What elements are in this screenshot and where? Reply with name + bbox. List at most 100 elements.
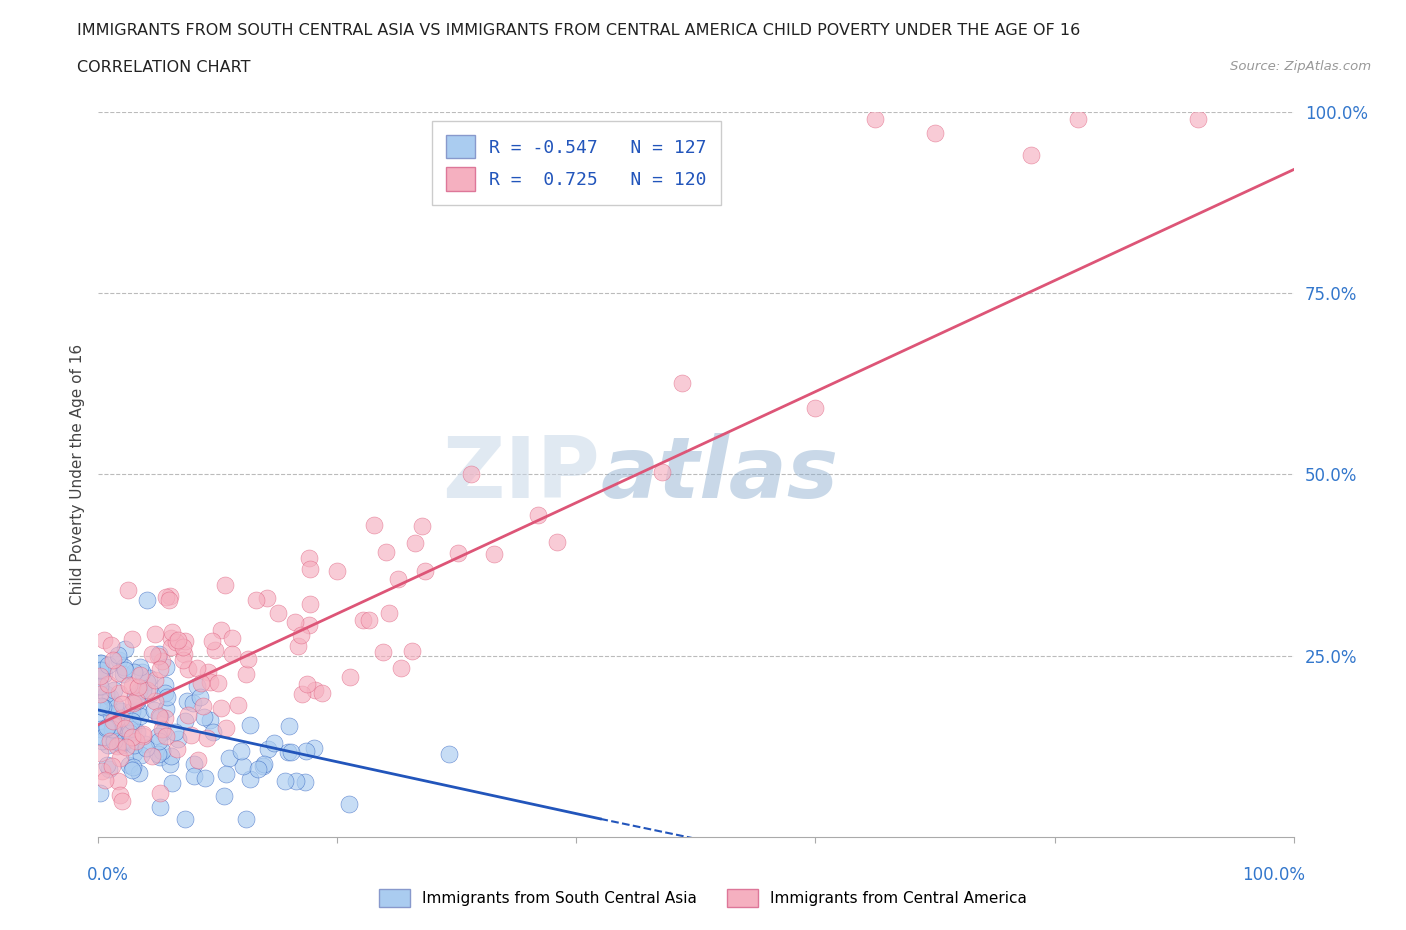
- Point: [387, 571, 409, 586]
- Point: [100, 638, 122, 653]
- Point: [98, 762, 121, 777]
- Point: [651, 464, 673, 479]
- Point: [304, 740, 326, 755]
- Point: [374, 545, 396, 560]
- Point: [159, 756, 181, 771]
- Point: [132, 683, 155, 698]
- Point: [90, 764, 112, 779]
- Point: [218, 751, 240, 765]
- Point: [89, 746, 111, 761]
- Point: [146, 729, 169, 744]
- Point: [121, 679, 143, 694]
- Point: [183, 757, 205, 772]
- Point: [1019, 147, 1042, 162]
- Point: [110, 697, 132, 711]
- Point: [122, 746, 145, 761]
- Text: 0.0%: 0.0%: [87, 866, 128, 884]
- Point: [166, 742, 188, 757]
- Point: [172, 639, 194, 654]
- Point: [103, 714, 125, 729]
- Point: [141, 647, 163, 662]
- Point: [401, 644, 423, 658]
- Point: [153, 677, 176, 692]
- Point: [437, 747, 460, 762]
- Point: [339, 670, 361, 684]
- Point: [197, 665, 219, 680]
- Point: [155, 701, 177, 716]
- Point: [177, 661, 200, 676]
- Point: [91, 729, 114, 744]
- Point: [114, 642, 136, 657]
- Point: [89, 669, 111, 684]
- Point: [176, 693, 198, 708]
- Point: [389, 660, 412, 675]
- Point: [125, 693, 148, 708]
- Point: [132, 728, 155, 743]
- Point: [132, 726, 155, 741]
- Point: [484, 546, 506, 561]
- Point: [352, 613, 374, 628]
- Point: [232, 758, 254, 773]
- Point: [134, 737, 156, 751]
- Point: [284, 774, 307, 789]
- Point: [103, 717, 125, 732]
- Point: [121, 729, 143, 744]
- Point: [89, 662, 111, 677]
- Point: [290, 628, 312, 643]
- Point: [97, 737, 120, 752]
- Point: [150, 722, 173, 737]
- Text: CORRELATION CHART: CORRELATION CHART: [77, 60, 250, 75]
- Point: [107, 774, 129, 789]
- Point: [1067, 112, 1090, 126]
- Point: [177, 708, 200, 723]
- Point: [191, 698, 214, 713]
- Point: [108, 751, 131, 765]
- Point: [118, 757, 141, 772]
- Point: [235, 666, 257, 681]
- Point: [215, 766, 238, 781]
- Point: [110, 726, 132, 741]
- Point: [183, 769, 205, 784]
- Point: [136, 683, 159, 698]
- Point: [128, 765, 150, 780]
- Point: [180, 727, 202, 742]
- Point: [103, 682, 125, 697]
- Point: [527, 508, 550, 523]
- Point: [150, 744, 173, 759]
- Point: [107, 653, 129, 668]
- Point: [198, 712, 221, 727]
- Point: [325, 563, 347, 578]
- Text: Source: ZipAtlas.com: Source: ZipAtlas.com: [1230, 60, 1371, 73]
- Point: [201, 724, 224, 739]
- Point: [129, 667, 152, 682]
- Point: [146, 747, 169, 762]
- Point: [299, 596, 322, 611]
- Y-axis label: Child Poverty Under the Age of 16: Child Poverty Under the Age of 16: [69, 344, 84, 604]
- Point: [94, 721, 117, 736]
- Point: [167, 731, 190, 746]
- Point: [153, 685, 176, 700]
- Point: [117, 582, 139, 597]
- Point: [148, 646, 170, 661]
- Point: [460, 467, 482, 482]
- Point: [89, 678, 111, 693]
- Point: [96, 687, 118, 702]
- Point: [129, 659, 152, 674]
- Point: [155, 659, 177, 674]
- Point: [546, 535, 568, 550]
- Point: [160, 776, 183, 790]
- Point: [160, 631, 183, 645]
- Point: [125, 694, 148, 709]
- Point: [112, 735, 135, 750]
- Point: [298, 618, 321, 632]
- Point: [121, 713, 143, 728]
- Point: [121, 722, 143, 737]
- Point: [150, 654, 173, 669]
- Point: [190, 676, 212, 691]
- Point: [804, 400, 827, 415]
- Point: [214, 578, 236, 592]
- Point: [238, 652, 260, 667]
- Point: [165, 635, 187, 650]
- Point: [149, 709, 172, 724]
- Point: [135, 674, 157, 689]
